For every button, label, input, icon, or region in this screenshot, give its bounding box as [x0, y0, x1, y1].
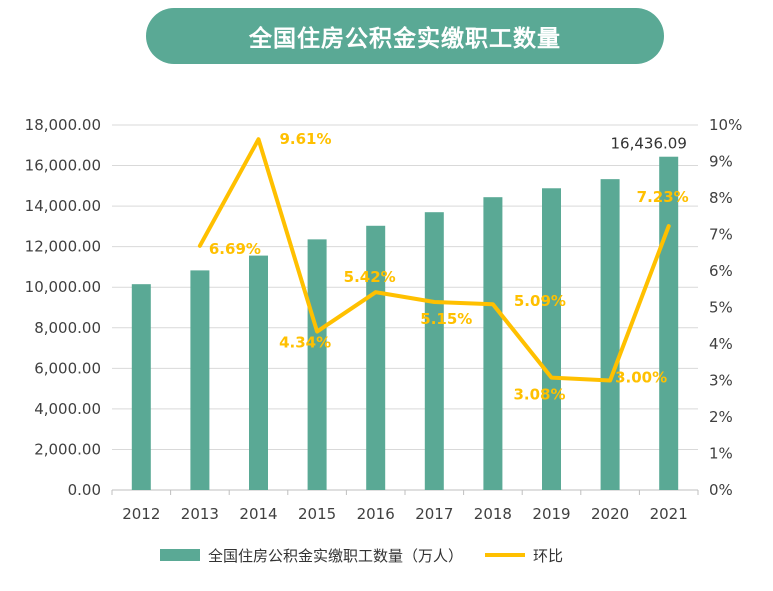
y-right-tick-label: 4%: [709, 335, 733, 353]
bar: [424, 212, 444, 490]
y-left-tick-label: 12,000.00: [25, 238, 101, 256]
x-tick-label: 2016: [357, 505, 395, 523]
bar: [366, 225, 386, 490]
line-data-label: 5.15%: [420, 310, 472, 328]
legend-item-line: 环比: [485, 545, 563, 566]
line-data-label: 5.09%: [514, 292, 566, 310]
legend-label-bar: 全国住房公积金实缴职工数量（万人）: [208, 546, 464, 565]
y-left-tick-label: 14,000.00: [25, 197, 101, 215]
legend-swatch-line: [485, 553, 526, 557]
legend-swatch-bar: [160, 549, 200, 561]
line-data-label: 4.34%: [279, 334, 331, 352]
y-left-tick-label: 8,000.00: [34, 319, 101, 337]
x-tick-label: 2012: [122, 505, 160, 523]
y-right-tick-label: 8%: [709, 189, 733, 207]
line-data-label: 6.69%: [209, 240, 261, 258]
bar: [659, 156, 679, 490]
chart-title: 全国住房公积金实缴职工数量: [146, 8, 664, 64]
legend-item-bar: 全国住房公积金实缴职工数量（万人）: [160, 545, 463, 566]
bar: [542, 188, 561, 490]
line-data-label: 5.42%: [344, 268, 396, 286]
bar: [131, 284, 151, 490]
y-right-tick-label: 5%: [709, 299, 733, 317]
bar-data-label: 16,436.09: [611, 135, 687, 153]
legend-label-line: 环比: [533, 546, 564, 565]
line-data-label: 9.61%: [279, 130, 331, 148]
y-right-tick-label: 0%: [709, 481, 733, 499]
series-line-mom: [197, 137, 671, 383]
legend: 全国住房公积金实缴职工数量（万人） 环比: [160, 543, 585, 567]
x-tick-label: 2013: [181, 505, 219, 523]
y-right-tick-label: 9%: [709, 153, 733, 171]
y-left-tick-label: 4,000.00: [34, 400, 101, 418]
x-tick-label: 2014: [239, 505, 277, 523]
bar: [249, 255, 268, 490]
bar: [600, 179, 620, 490]
y-right-tick-label: 6%: [709, 262, 733, 280]
x-tick-label: 2019: [532, 505, 570, 523]
y-right-tick-label: 7%: [709, 226, 733, 244]
y-left-tick-label: 0.00: [68, 481, 101, 499]
y-right-tick-label: 3%: [709, 372, 733, 390]
bar: [483, 197, 503, 490]
y-right-tick-label: 10%: [709, 116, 742, 134]
line-data-label: 7.23%: [637, 188, 689, 206]
x-tick-label: 2015: [298, 505, 336, 523]
bar: [307, 239, 327, 490]
x-tick-label: 2020: [591, 505, 629, 523]
line-data-label: 3.00%: [615, 369, 667, 387]
y-left-tick-label: 18,000.00: [25, 116, 101, 134]
bar: [190, 270, 210, 490]
y-right-tick-label: 2%: [709, 408, 733, 426]
y-left-tick-label: 2,000.00: [34, 440, 101, 458]
x-tick-label: 2021: [650, 505, 688, 523]
y-right-tick-label: 1%: [709, 445, 733, 463]
y-left-tick-label: 10,000.00: [25, 278, 101, 296]
x-tick-label: 2018: [474, 505, 512, 523]
line-data-label: 3.08%: [513, 386, 565, 404]
x-tick-label: 2017: [415, 505, 453, 523]
y-left-tick-label: 16,000.00: [25, 157, 101, 175]
y-left-tick-label: 6,000.00: [34, 359, 101, 377]
